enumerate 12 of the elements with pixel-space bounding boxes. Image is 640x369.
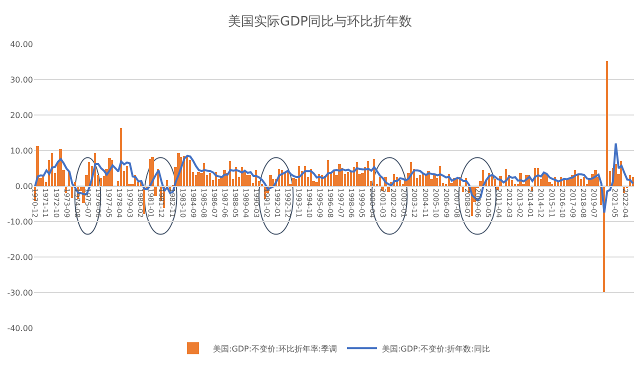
y-tick-label: 40.00	[10, 40, 33, 49]
y-tick-label: 10.00	[10, 146, 33, 156]
y-tick-label: -10.00	[7, 217, 33, 226]
y-tick-label: -30.00	[7, 288, 33, 298]
y-tick-label: 30.00	[10, 75, 33, 84]
legend-label: 美国:GDP:不变价:环比折年率:季调	[213, 344, 337, 354]
y-tick-label: -40.00	[7, 324, 33, 333]
chart-title: 美国实际GDP同比与环比折年数	[228, 14, 412, 30]
y-tick-label: 0.00	[15, 182, 33, 191]
legend-label: 美国:GDP:不变价:折年数:同比	[382, 344, 490, 354]
y-tick-label: -20.00	[7, 252, 33, 262]
y-tick-label: 20.00	[10, 110, 33, 120]
